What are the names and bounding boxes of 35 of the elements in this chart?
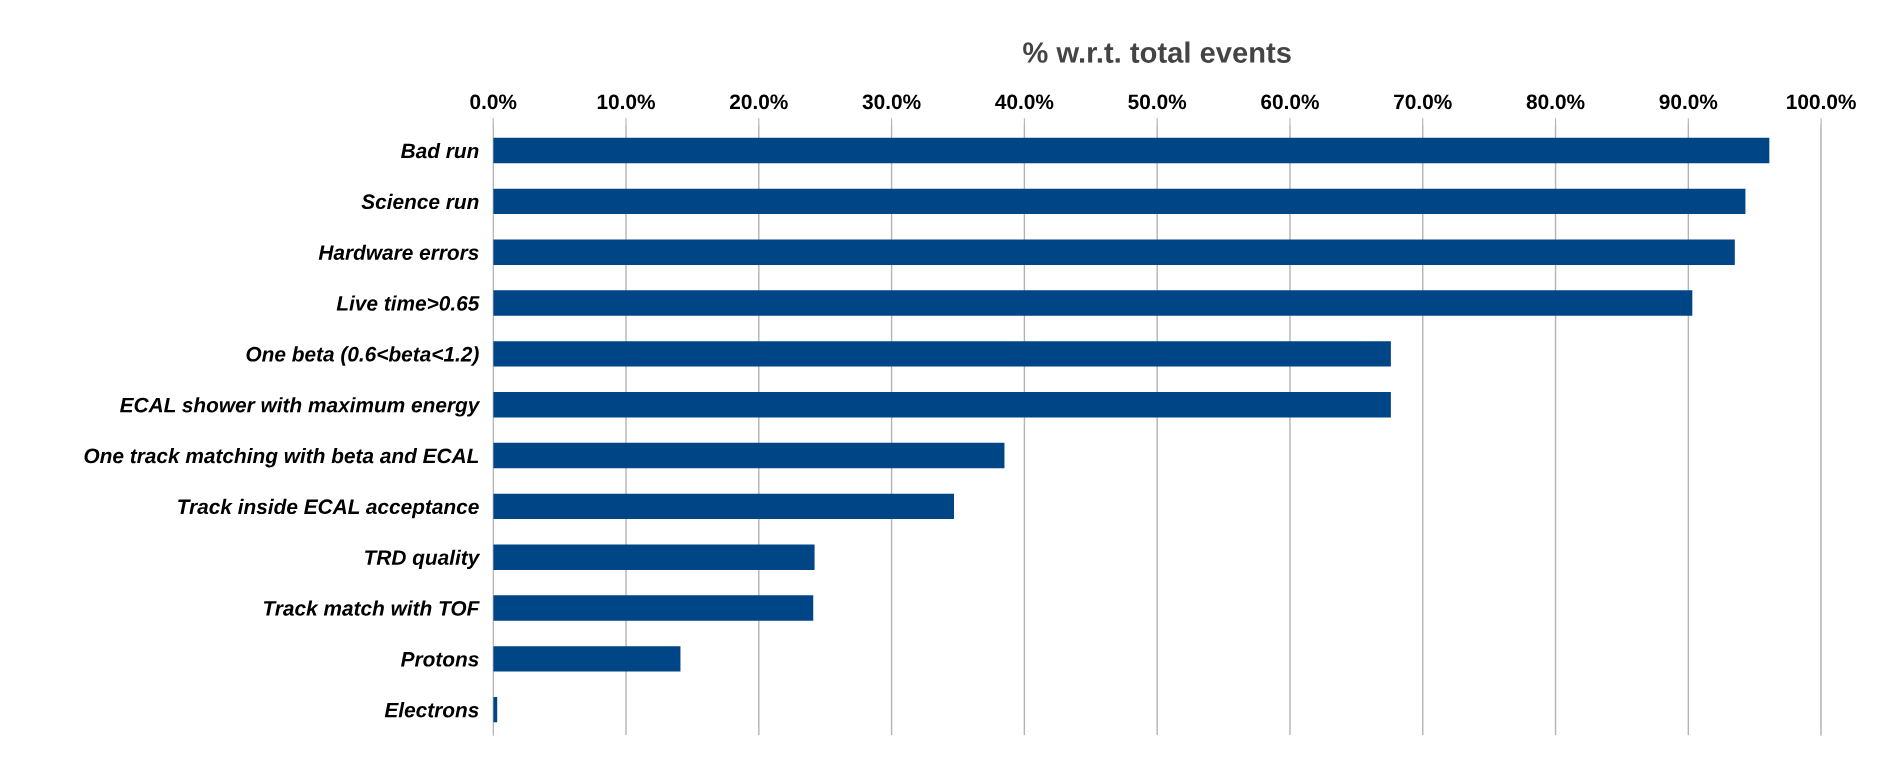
x-tick-label: 70.0% (1394, 94, 1452, 110)
chart-title: % w.r.t. total events (1023, 41, 1291, 63)
x-tick-label: 80.0% (1526, 94, 1585, 110)
x-tick-label: 50.0% (1128, 94, 1187, 110)
y-tick-label: Science run (361, 193, 479, 210)
bar (493, 290, 1693, 316)
bar (493, 341, 1391, 367)
bar (493, 595, 814, 621)
x-tick-label: 40.0% (995, 94, 1054, 110)
y-tick-label: TRD quality (365, 549, 481, 570)
x-tick-label: 60.0% (1261, 94, 1319, 110)
bar (493, 188, 1746, 215)
bar (493, 493, 954, 520)
x-tick-label: 30.0% (862, 94, 921, 110)
bar (493, 239, 1735, 265)
bar (493, 137, 1770, 164)
x-tick-label: 90.0% (1659, 94, 1718, 110)
bar (493, 646, 681, 672)
bar (493, 391, 1391, 418)
x-tick-label: 20.0% (729, 94, 788, 110)
y-tick-label: ECAL shower with maximum energy (120, 397, 481, 417)
bar (493, 442, 1005, 469)
bar (493, 544, 815, 570)
x-tick-label: 0.0% (470, 94, 517, 110)
y-tick-label: One track matching with beta and ECAL (84, 447, 479, 468)
y-tick-label: Hardware errors (318, 244, 479, 260)
y-tick-label: Protons (401, 652, 479, 667)
y-tick-label: Bad run (401, 142, 479, 159)
y-tick-label: Track match with TOF (263, 600, 480, 616)
y-tick-label: Track inside ECAL acceptance (178, 498, 479, 519)
x-tick-label: 10.0% (597, 94, 655, 110)
y-tick-label: One beta (0.6<beta<1.2) (246, 346, 479, 366)
x-tick-label: 100.0% (1787, 94, 1856, 110)
y-tick-label: Live time>0.65 (336, 295, 480, 311)
y-tick-label: Electrons (384, 702, 479, 718)
